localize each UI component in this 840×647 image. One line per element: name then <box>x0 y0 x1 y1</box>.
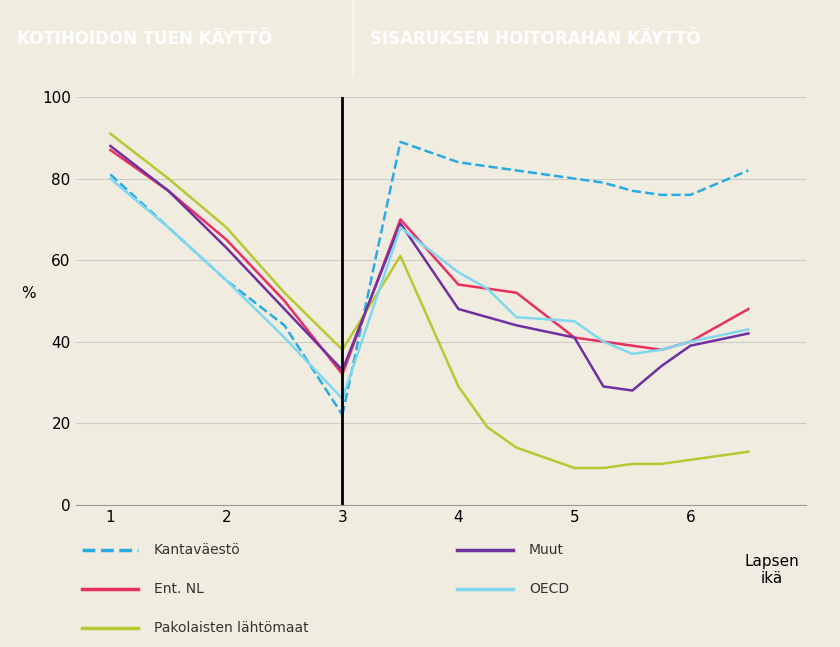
Text: Kantaväestö: Kantaväestö <box>154 543 240 557</box>
Text: Muut: Muut <box>529 543 564 557</box>
Text: OECD: OECD <box>529 582 569 596</box>
Y-axis label: %: % <box>21 286 35 301</box>
Text: Pakolaisten lähtömaat: Pakolaisten lähtömaat <box>154 620 308 635</box>
Text: KOTIHOIDON TUEN KÄYTTÖ: KOTIHOIDON TUEN KÄYTTÖ <box>17 30 272 48</box>
Text: SISARUKSEN HOITORAHAN KÄYTTÖ: SISARUKSEN HOITORAHAN KÄYTTÖ <box>370 30 701 48</box>
Text: Lapsen
ikä: Lapsen ikä <box>744 554 799 586</box>
Text: Ent. NL: Ent. NL <box>154 582 203 596</box>
